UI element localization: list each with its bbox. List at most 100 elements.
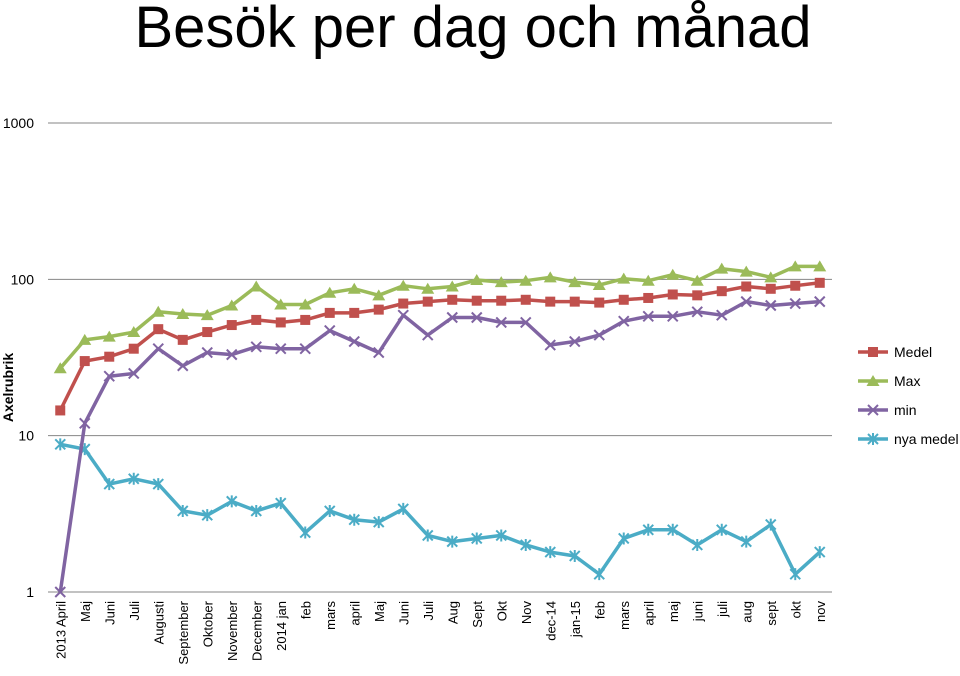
- data-point: [300, 314, 311, 325]
- data-point: [373, 516, 385, 529]
- data-point: [741, 281, 752, 292]
- data-point: [592, 278, 606, 290]
- x-tick-label: feb: [592, 601, 607, 619]
- data-point: [446, 535, 458, 548]
- data-point: [618, 294, 629, 305]
- data-point: [814, 277, 825, 288]
- data-point: [226, 495, 238, 508]
- data-point: [447, 294, 458, 305]
- data-point: [202, 327, 213, 338]
- legend-item: min: [858, 402, 917, 418]
- legend-marker: [867, 433, 879, 445]
- data-point: [519, 274, 533, 286]
- data-point: [667, 310, 679, 323]
- data-point: [813, 260, 827, 272]
- data-point: [79, 356, 90, 367]
- data-point: [739, 265, 753, 277]
- data-point: [814, 295, 826, 308]
- series-line: [58, 264, 820, 370]
- data-point: [250, 504, 262, 517]
- data-point: [471, 532, 483, 545]
- x-tick-label: juli: [715, 601, 730, 618]
- series-medel: [55, 277, 825, 416]
- data-point: [643, 292, 654, 303]
- data-point: [324, 307, 335, 318]
- grid-lines: [48, 122, 832, 437]
- x-tick-label: December: [249, 600, 264, 661]
- data-point: [128, 472, 140, 485]
- series-layer: [53, 260, 827, 598]
- data-point: [544, 546, 556, 559]
- x-tick-label: November: [225, 600, 240, 661]
- data-point: [372, 289, 386, 301]
- data-point: [545, 296, 556, 307]
- legend-marker: [866, 375, 880, 386]
- data-point: [396, 279, 410, 291]
- data-point: [422, 529, 434, 542]
- x-tick-label: aug: [739, 601, 754, 623]
- legend-item: nya medel: [858, 431, 959, 447]
- data-point: [445, 280, 459, 292]
- y-axis-ticks: 1 10 100 1000: [3, 115, 34, 600]
- data-point: [422, 329, 434, 341]
- data-point: [103, 370, 115, 382]
- data-point: [617, 272, 631, 284]
- data-point: [201, 509, 213, 522]
- data-point: [274, 298, 288, 310]
- y-tick-label: 100: [11, 271, 35, 287]
- data-point: [397, 502, 409, 515]
- data-point: [201, 346, 213, 359]
- x-tick-label: 2014 jan: [274, 601, 289, 651]
- data-point: [740, 535, 752, 548]
- data-point: [642, 310, 654, 323]
- data-point: [153, 324, 164, 335]
- data-point: [373, 346, 385, 359]
- x-tick-label: Sept: [470, 601, 485, 628]
- data-point: [152, 478, 164, 491]
- data-point: [176, 308, 190, 320]
- x-tick-label: 2013 April: [53, 601, 68, 659]
- series-line: [58, 299, 820, 593]
- x-tick-label: feb: [298, 601, 313, 619]
- data-point: [691, 538, 703, 551]
- y-axis-label: Axelrubrik: [0, 353, 16, 422]
- data-point: [765, 299, 777, 312]
- data-point: [544, 339, 556, 351]
- y-tick-label: 10: [18, 428, 34, 444]
- data-point: [667, 523, 679, 536]
- x-tick-label: Juli: [127, 601, 142, 621]
- data-point: [716, 309, 728, 321]
- legend-item: Max: [858, 373, 920, 389]
- data-point: [716, 523, 728, 536]
- x-tick-label: Maj: [78, 601, 93, 622]
- data-point: [642, 523, 654, 536]
- data-point: [593, 568, 605, 581]
- data-point: [275, 317, 286, 328]
- x-tick-label: Juni: [102, 601, 117, 625]
- y-tick-label: 1000: [3, 115, 34, 131]
- data-point: [323, 286, 337, 298]
- data-point: [177, 334, 188, 345]
- data-point: [54, 586, 66, 598]
- x-tick-label: Juli: [421, 601, 436, 621]
- data-point: [275, 497, 287, 510]
- data-point: [349, 307, 360, 318]
- legend-marker: [868, 347, 878, 357]
- series-line: [58, 281, 821, 412]
- data-point: [249, 280, 263, 292]
- data-point: [618, 315, 630, 327]
- data-point: [495, 529, 507, 542]
- x-tick-label: Maj: [372, 601, 387, 622]
- data-point: [716, 286, 727, 297]
- data-point: [765, 283, 776, 294]
- data-point: [520, 316, 532, 329]
- data-point: [348, 513, 360, 526]
- data-point: [54, 438, 66, 451]
- x-tick-label: april: [641, 601, 656, 626]
- data-point: [127, 326, 141, 338]
- series-nya-medel: [54, 438, 826, 581]
- data-point: [568, 276, 582, 288]
- data-point: [790, 280, 801, 291]
- data-point: [569, 549, 581, 562]
- data-point: [251, 314, 262, 325]
